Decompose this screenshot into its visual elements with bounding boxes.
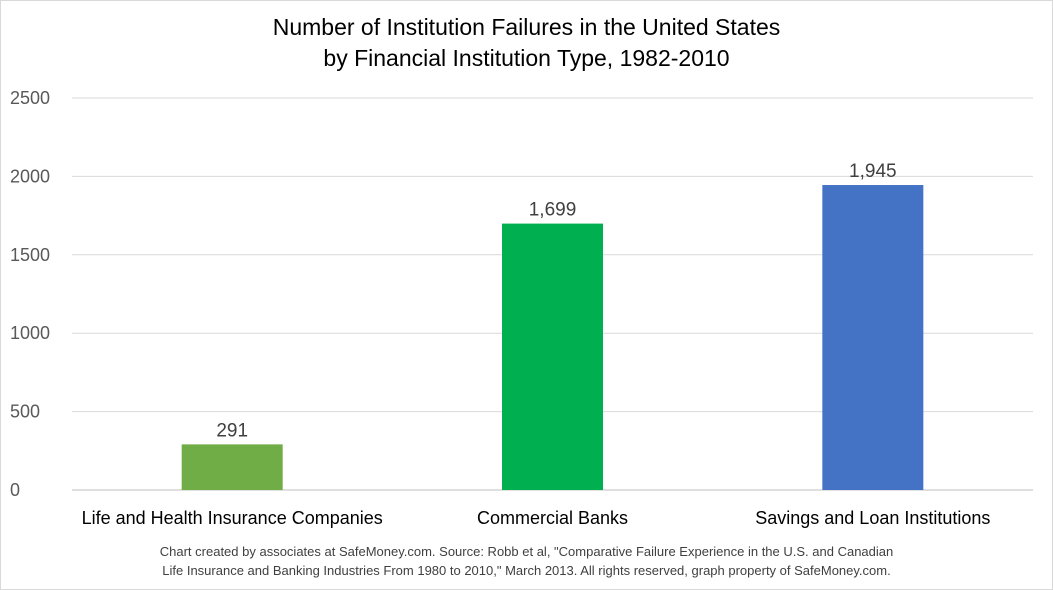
source-note: Chart created by associates at SafeMoney… bbox=[0, 542, 1053, 580]
y-tick-label: 0 bbox=[10, 480, 20, 500]
x-category-label: Life and Health Insurance Companies bbox=[82, 508, 383, 528]
source-note-line-2: Life Insurance and Banking Industries Fr… bbox=[162, 563, 891, 578]
chart-title-line-2: by Financial Institution Type, 1982-2010 bbox=[323, 45, 730, 71]
y-tick-label: 2000 bbox=[10, 166, 50, 186]
y-tick-label: 1500 bbox=[10, 245, 50, 265]
source-note-line-1: Chart created by associates at SafeMoney… bbox=[159, 544, 894, 559]
bar-data-label: 291 bbox=[216, 420, 248, 441]
bar bbox=[822, 185, 924, 491]
bar bbox=[502, 223, 603, 490]
bar bbox=[181, 444, 283, 490]
bar-data-label: 1,699 bbox=[529, 200, 577, 221]
chart-title-line-1: Number of Institution Failures in the Un… bbox=[272, 14, 781, 40]
y-tick-label: 500 bbox=[10, 402, 40, 422]
bar-data-label: 1,945 bbox=[849, 161, 897, 182]
x-category-label: Commercial Banks bbox=[477, 508, 628, 528]
chart-title: Number of Institution Failures in the Un… bbox=[0, 12, 1053, 74]
y-tick-label: 1000 bbox=[10, 323, 50, 343]
x-category-label: Savings and Loan Institutions bbox=[755, 508, 990, 528]
y-tick-label: 2500 bbox=[10, 88, 50, 108]
